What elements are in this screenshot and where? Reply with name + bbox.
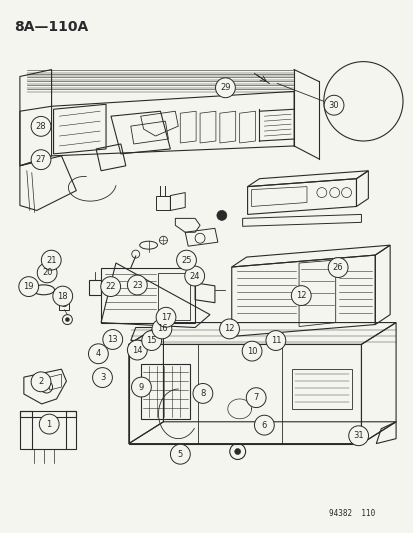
Text: 8: 8: [200, 389, 205, 398]
Circle shape: [215, 78, 235, 98]
Circle shape: [102, 329, 122, 350]
Circle shape: [31, 150, 51, 169]
Text: 7: 7: [253, 393, 258, 402]
Circle shape: [53, 286, 72, 306]
Text: 17: 17: [160, 313, 171, 322]
Circle shape: [65, 318, 69, 321]
Circle shape: [265, 330, 285, 351]
Circle shape: [93, 368, 112, 387]
Text: 16: 16: [156, 325, 167, 334]
Circle shape: [100, 277, 120, 296]
Text: 27: 27: [36, 155, 46, 164]
Circle shape: [242, 341, 261, 361]
Text: 1: 1: [47, 419, 52, 429]
Circle shape: [31, 372, 51, 392]
Text: 4: 4: [95, 349, 101, 358]
Text: 15: 15: [146, 336, 157, 345]
Text: 29: 29: [220, 83, 230, 92]
Text: 6: 6: [261, 421, 266, 430]
Text: 30: 30: [328, 101, 339, 110]
Circle shape: [246, 387, 266, 408]
Text: 3: 3: [100, 373, 105, 382]
Circle shape: [291, 286, 311, 305]
Circle shape: [31, 116, 51, 136]
Circle shape: [127, 340, 147, 360]
Text: 31: 31: [352, 431, 363, 440]
Circle shape: [254, 415, 274, 435]
Text: 2: 2: [38, 377, 43, 386]
Circle shape: [176, 250, 196, 270]
Text: 26: 26: [332, 263, 343, 272]
Circle shape: [88, 344, 108, 364]
Circle shape: [328, 257, 347, 278]
Circle shape: [234, 449, 240, 455]
Circle shape: [192, 384, 212, 403]
Circle shape: [152, 319, 171, 339]
Text: 23: 23: [132, 280, 142, 289]
Circle shape: [141, 330, 161, 351]
Text: 18: 18: [57, 292, 68, 301]
Circle shape: [323, 62, 402, 141]
Text: 13: 13: [107, 335, 118, 344]
Circle shape: [39, 414, 59, 434]
Circle shape: [62, 301, 67, 306]
Text: 5: 5: [177, 450, 183, 459]
Circle shape: [323, 95, 343, 115]
Circle shape: [348, 426, 368, 446]
Circle shape: [131, 377, 151, 397]
Text: 8A—110A: 8A—110A: [14, 20, 88, 34]
Text: 12: 12: [224, 325, 234, 334]
Text: 22: 22: [105, 282, 116, 291]
Circle shape: [37, 263, 57, 283]
Circle shape: [216, 211, 226, 220]
Text: 12: 12: [295, 291, 306, 300]
Text: 19: 19: [24, 282, 34, 291]
Circle shape: [184, 266, 204, 286]
Text: 25: 25: [181, 256, 191, 265]
Circle shape: [127, 275, 147, 295]
Text: 10: 10: [246, 346, 257, 356]
Text: 94382  110: 94382 110: [328, 509, 374, 518]
Text: 28: 28: [36, 122, 46, 131]
Circle shape: [41, 250, 61, 270]
Circle shape: [156, 308, 176, 327]
Text: 20: 20: [42, 268, 52, 277]
Text: 24: 24: [189, 271, 199, 280]
Text: 21: 21: [46, 256, 57, 265]
Text: 11: 11: [270, 336, 280, 345]
Circle shape: [219, 319, 239, 339]
Text: 9: 9: [138, 383, 144, 392]
Circle shape: [19, 277, 38, 296]
Text: 14: 14: [132, 345, 142, 354]
Circle shape: [170, 445, 190, 464]
